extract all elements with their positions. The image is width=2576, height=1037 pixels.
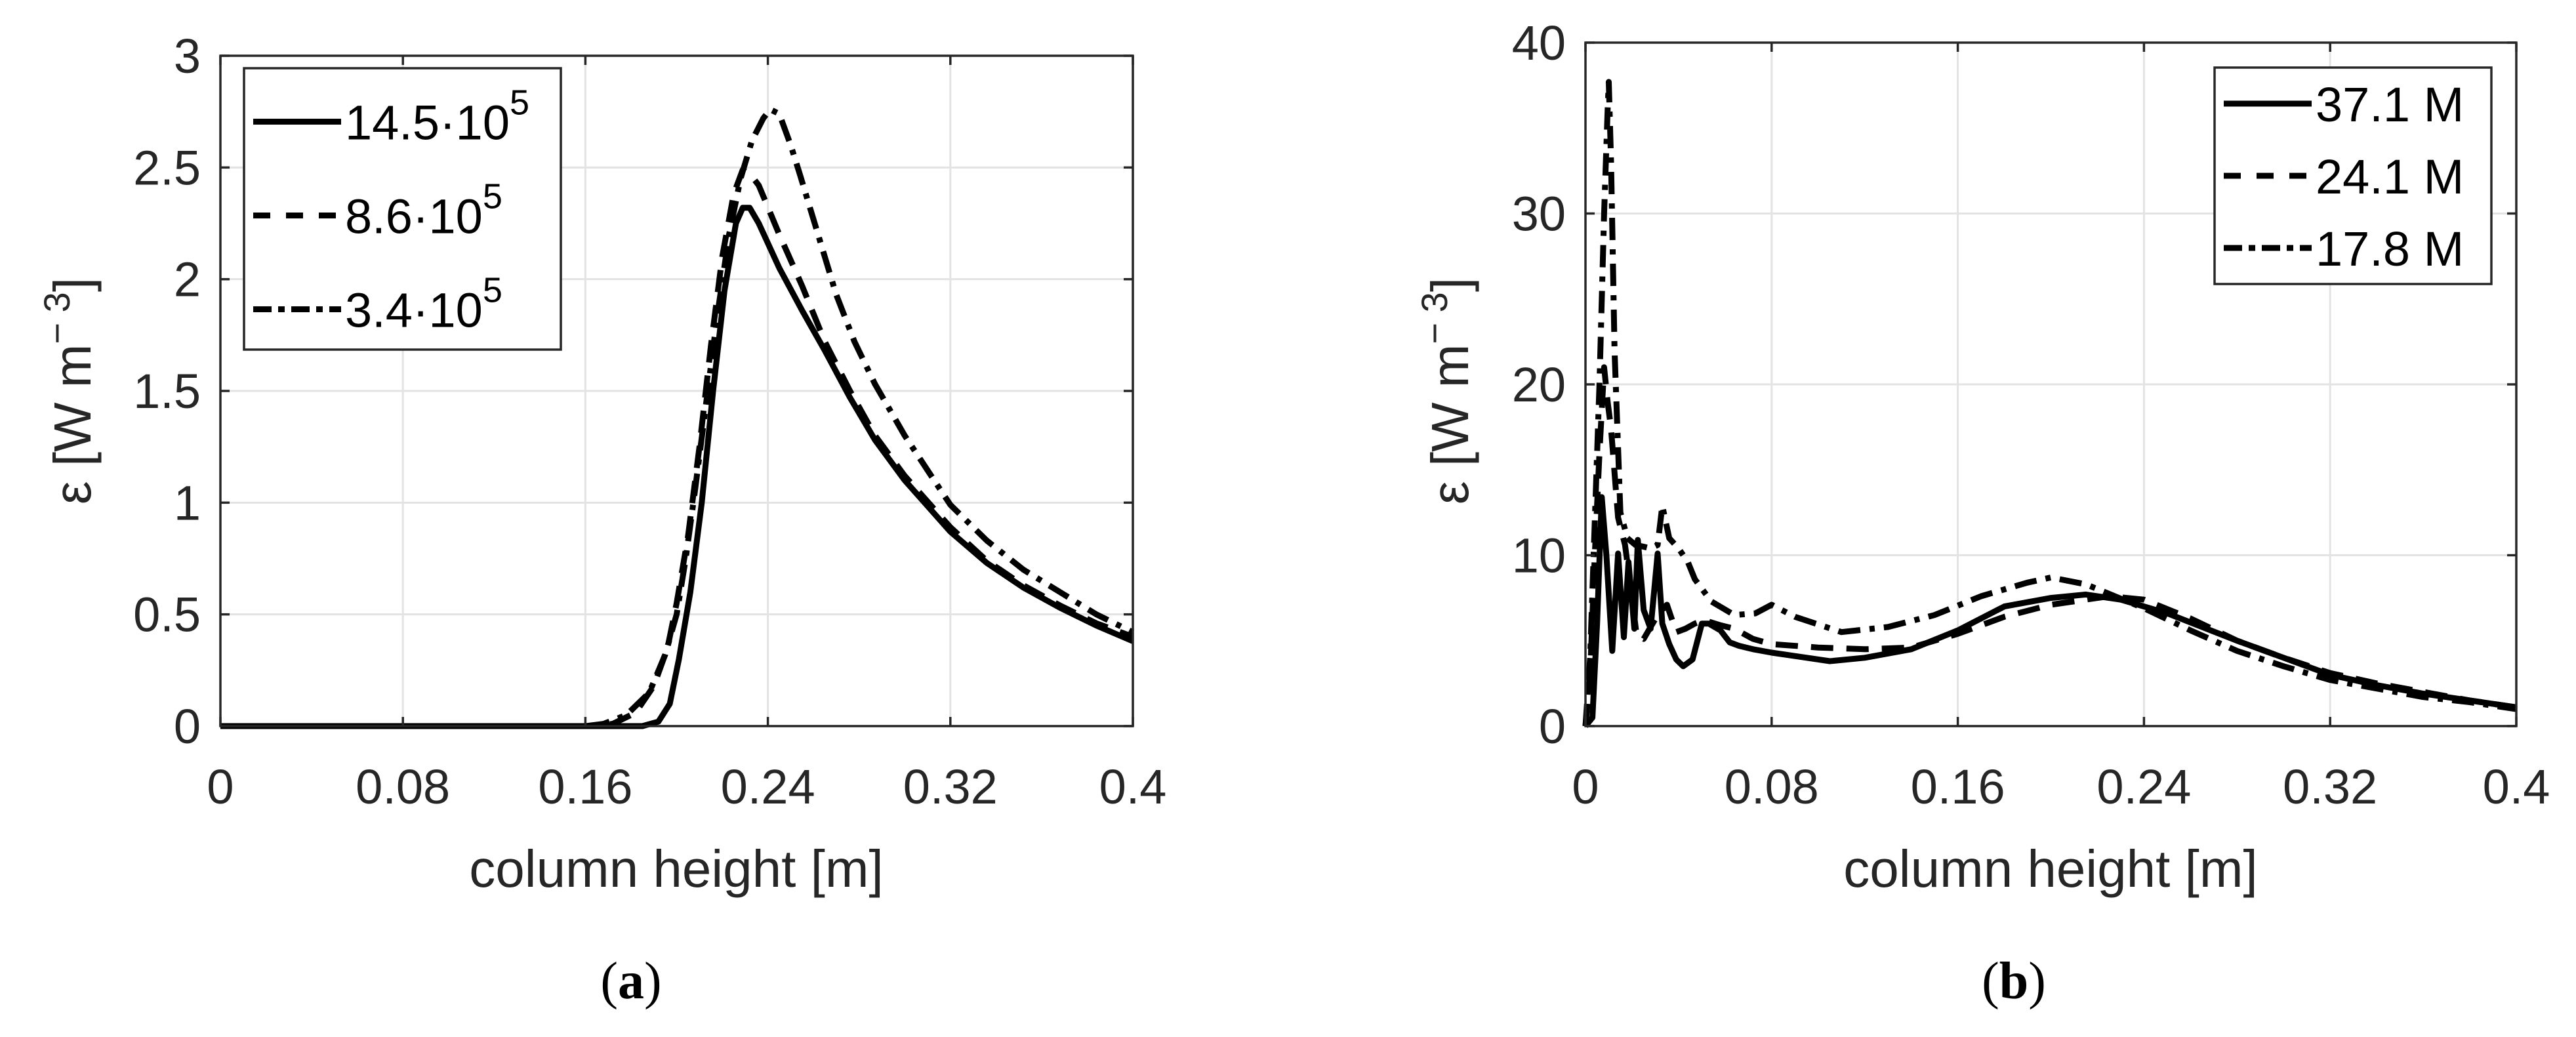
y-tick-label: 40 xyxy=(1512,16,1566,70)
y-tick-label: 2 xyxy=(174,253,201,307)
y-tick-label: 20 xyxy=(1512,357,1566,412)
y-axis-label: ε [W m− 3] xyxy=(36,277,102,504)
tick-labels: 0 0.08 0.16 0.24 0.32 0.4 0 10 20 30 40 xyxy=(1512,16,2550,814)
legend-label: 24.1 M xyxy=(2316,150,2464,204)
x-tick-label: 0.32 xyxy=(903,760,998,814)
series-line-dashdot xyxy=(220,106,1134,729)
y-tick-label: 0 xyxy=(174,699,201,754)
legend-box xyxy=(243,67,562,351)
y-tick-label: 0.5 xyxy=(133,588,201,642)
plot-series xyxy=(1582,79,2517,728)
tick-labels: 0 0.08 0.16 0.24 0.32 0.4 0 0.5 1 1.5 2 2.5 3 xyxy=(133,29,1166,814)
x-tick-label: 0 xyxy=(207,760,234,814)
legend-label: 14.5·105 xyxy=(345,83,529,150)
y-tick-label: 2.5 xyxy=(133,140,201,195)
x-tick-label: 0.24 xyxy=(721,760,815,814)
legend-label: 8.6·105 xyxy=(345,177,502,244)
legend: 37.1 M 24.1 M 17.8 M xyxy=(2213,66,2493,285)
x-tick-label: 0.16 xyxy=(1911,760,2005,814)
panel-b: 0 0.08 0.16 0.24 0.32 0.4 0 10 20 30 40 column hei… xyxy=(1414,16,2550,1010)
axes-frame xyxy=(1584,41,2518,727)
x-axis-label: column height [m] xyxy=(1843,840,2257,898)
x-tick-label: 0 xyxy=(1572,760,1599,814)
series-line-dashed xyxy=(1582,364,2517,727)
x-axis-label: column height [m] xyxy=(469,840,883,898)
legend-label: 37.1 M xyxy=(2316,77,2464,132)
y-tick-label: 30 xyxy=(1512,187,1566,241)
panel-caption: (a) xyxy=(600,952,661,1010)
plot-series xyxy=(220,106,1134,729)
x-tick-label: 0.16 xyxy=(538,760,632,814)
series-line-dashdot xyxy=(1582,79,2517,727)
axes-frame xyxy=(219,54,1134,727)
legend-label: 3.4·105 xyxy=(345,271,502,338)
x-tick-label: 0.4 xyxy=(1099,760,1167,814)
y-tick-label: 0 xyxy=(1539,699,1566,754)
x-tick-label: 0.32 xyxy=(2283,760,2377,814)
panel-caption: (b) xyxy=(1982,952,2046,1010)
legend: 14.5·105 8.6·105 3.4·105 xyxy=(243,67,562,351)
x-tick-label: 0.08 xyxy=(1725,760,1819,814)
grid-lines xyxy=(219,54,1134,727)
y-tick-label: 3 xyxy=(174,29,201,83)
series-line-solid xyxy=(1583,494,2517,728)
x-tick-label: 0.08 xyxy=(356,760,450,814)
y-tick-label: 10 xyxy=(1512,529,1566,583)
x-tick-label: 0.24 xyxy=(2096,760,2191,814)
y-tick-label: 1.5 xyxy=(133,364,201,418)
legend-label: 17.8 M xyxy=(2316,222,2464,276)
panel-a: 0 0.08 0.16 0.24 0.32 0.4 0 0.5 1 1.5 2 2.5 3 column… xyxy=(36,29,1166,1010)
y-tick-label: 1 xyxy=(174,476,201,530)
x-tick-label: 0.4 xyxy=(2483,760,2550,814)
y-axis-label: ε [W m− 3] xyxy=(1414,277,1479,504)
